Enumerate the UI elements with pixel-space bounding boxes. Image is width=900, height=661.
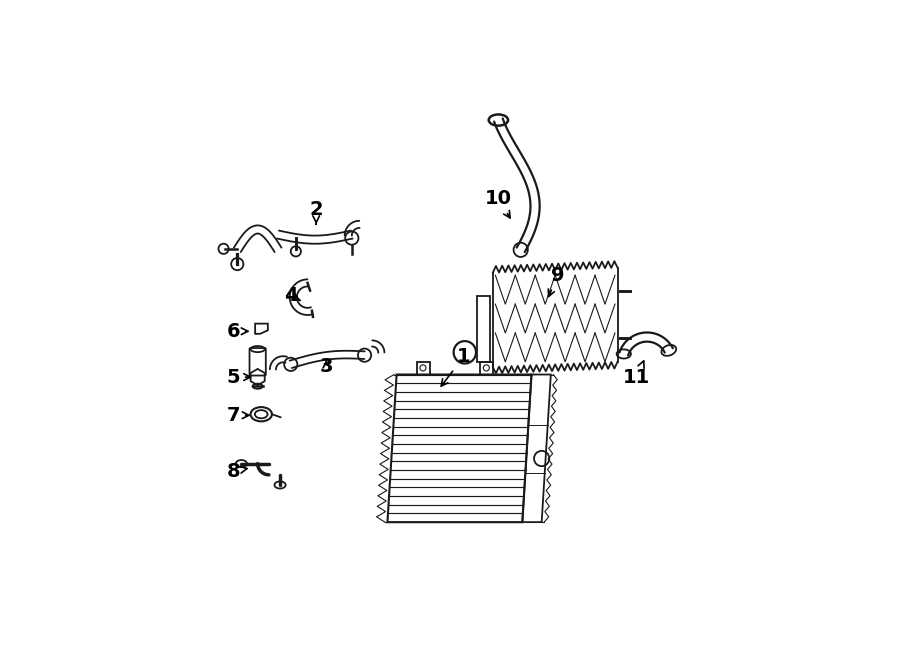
Text: 8: 8 xyxy=(227,462,247,481)
Text: 9: 9 xyxy=(548,266,564,297)
Text: 7: 7 xyxy=(227,406,249,425)
Text: 1: 1 xyxy=(441,347,471,386)
Text: 6: 6 xyxy=(227,322,248,341)
Text: 11: 11 xyxy=(623,361,651,387)
Text: 2: 2 xyxy=(310,200,323,224)
Text: 10: 10 xyxy=(484,190,511,218)
Text: 4: 4 xyxy=(284,286,301,305)
Text: 3: 3 xyxy=(320,358,333,376)
Text: 5: 5 xyxy=(227,368,250,387)
